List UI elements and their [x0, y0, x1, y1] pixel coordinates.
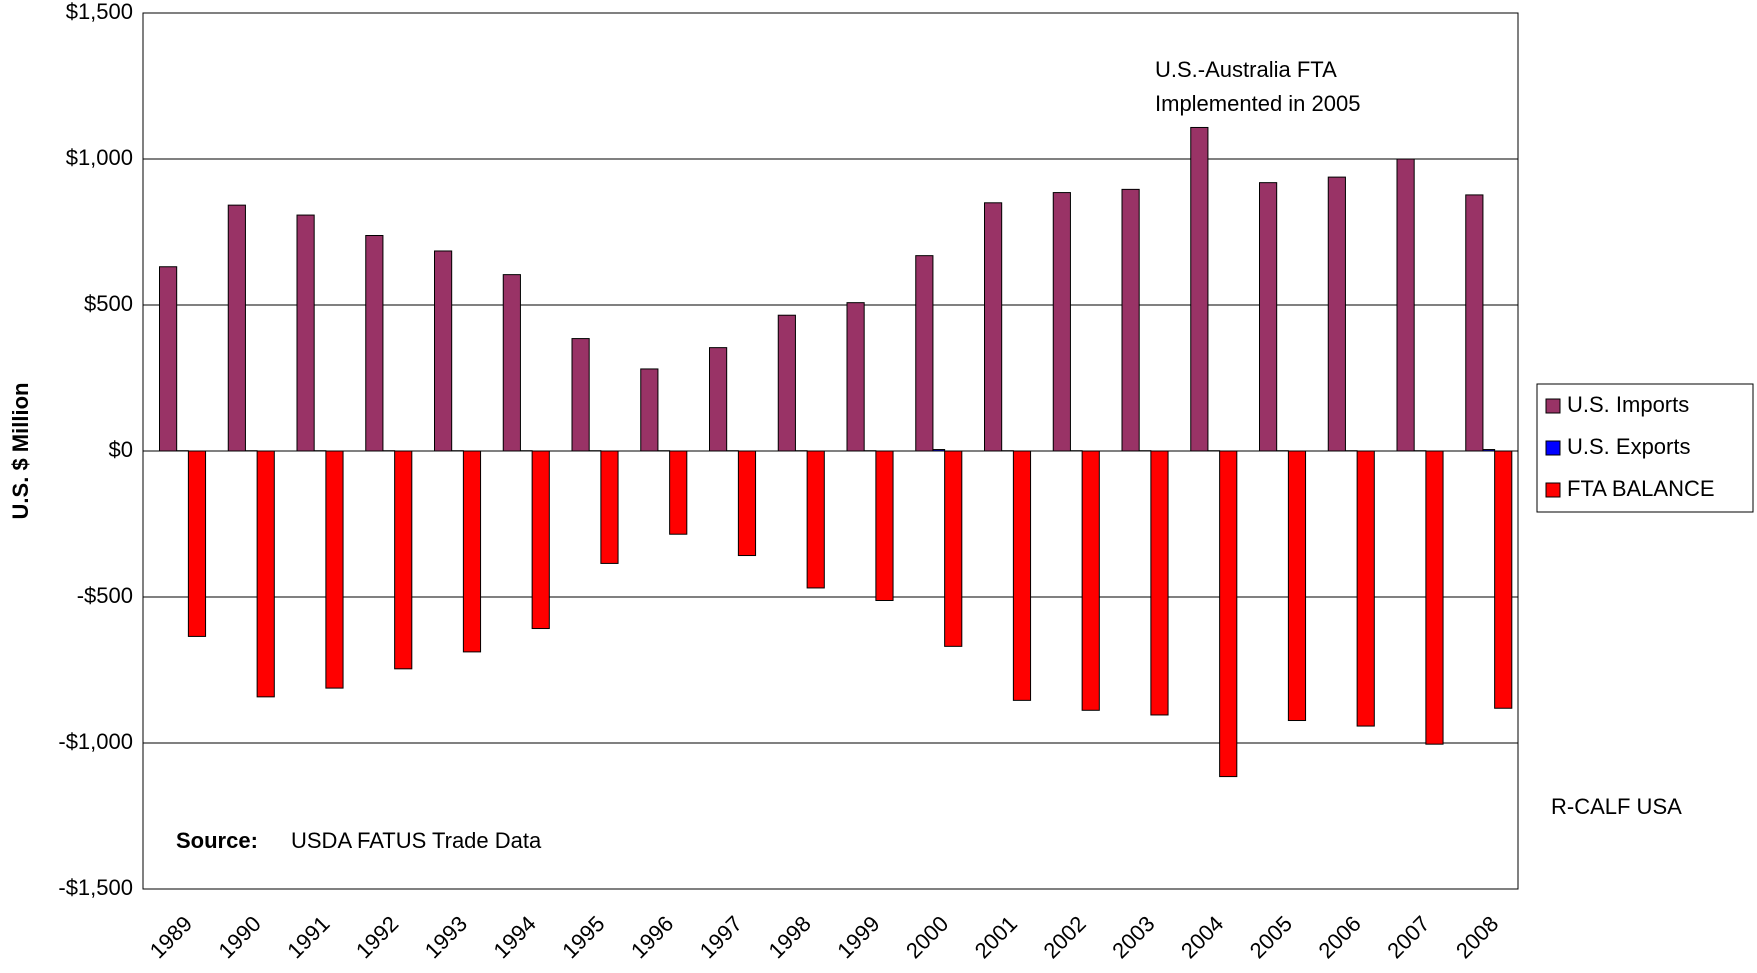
- x-tick-label: 1991: [282, 911, 334, 963]
- bar: [1219, 450, 1238, 778]
- legend-swatch: [1545, 482, 1561, 498]
- bar: [296, 214, 315, 452]
- bar: [1052, 192, 1071, 452]
- credit: R-CALF USA: [1551, 794, 1682, 819]
- bar: [1425, 450, 1444, 745]
- legend-label: U.S. Exports: [1567, 434, 1690, 459]
- legend-swatch: [1545, 398, 1561, 414]
- x-tick-label: 1990: [213, 911, 265, 963]
- bar: [1012, 450, 1032, 701]
- bar: [571, 338, 590, 452]
- bar: [1327, 176, 1346, 452]
- bar: [915, 255, 934, 452]
- bar: [932, 449, 946, 452]
- x-tick-label: 2004: [1176, 911, 1228, 963]
- x-tick-label: 1992: [351, 911, 403, 963]
- x-tick-label: 2001: [970, 911, 1022, 963]
- y-tick-label: -$1,000: [58, 729, 133, 754]
- x-tick-label: 2005: [1245, 911, 1297, 963]
- legend-box: [1536, 383, 1754, 513]
- bar: [1150, 450, 1169, 716]
- source: USDA FATUS Trade Data: [291, 828, 542, 853]
- x-tick-label: 2000: [901, 911, 953, 963]
- bar: [709, 347, 728, 452]
- x-tick-label: 1999: [832, 911, 884, 963]
- bar: [434, 250, 453, 452]
- bar: [502, 274, 521, 452]
- x-tick-label: 2003: [1107, 911, 1159, 963]
- x-tick-label: 2008: [1451, 911, 1503, 963]
- x-tick-label: 2006: [1313, 911, 1365, 963]
- source-label: Source:: [176, 828, 258, 853]
- y-tick-label: $0: [109, 437, 133, 462]
- x-tick-label: 1995: [557, 911, 609, 963]
- bar: [1121, 188, 1140, 452]
- x-tick-label: 1994: [488, 911, 540, 963]
- x-tick-label: 1998: [763, 911, 815, 963]
- bar: [187, 450, 207, 637]
- bar: [325, 450, 344, 689]
- bar: [600, 450, 619, 564]
- bar: [1190, 126, 1209, 452]
- plot-frame: [142, 12, 1519, 890]
- bar: [846, 302, 865, 452]
- bar: [1287, 450, 1307, 722]
- bar: [737, 450, 757, 557]
- annotation: Implemented in 2005: [1155, 91, 1360, 116]
- bar: [1482, 449, 1496, 452]
- bar: [669, 450, 688, 535]
- bar: [1465, 194, 1484, 452]
- y-axis-title: U.S. $ Million: [8, 383, 33, 520]
- y-tick-label: $500: [84, 291, 133, 316]
- bar: [777, 314, 796, 452]
- bar: [1081, 450, 1100, 711]
- y-tick-label: $1,000: [66, 145, 133, 170]
- bar: [984, 202, 1003, 452]
- bar: [365, 235, 384, 452]
- x-tick-label: 1993: [420, 911, 472, 963]
- y-tick-label: -$1,500: [58, 875, 133, 900]
- bar: [875, 450, 894, 602]
- bar: [1356, 450, 1375, 727]
- x-tick-label: 1997: [695, 911, 747, 963]
- x-tick-label: 1996: [626, 911, 678, 963]
- legend-label: FTA BALANCE: [1567, 476, 1715, 501]
- bar: [640, 368, 659, 452]
- x-tick-label: 2002: [1038, 911, 1090, 963]
- bar: [806, 450, 825, 589]
- bar: [462, 450, 482, 653]
- bar: [227, 204, 246, 452]
- x-tick-label: 1989: [145, 911, 197, 963]
- legend-label: U.S. Imports: [1567, 392, 1689, 417]
- annotation: U.S.-Australia FTA: [1155, 57, 1337, 82]
- y-tick-label: -$500: [77, 583, 133, 608]
- bar: [531, 450, 550, 630]
- bar: [256, 450, 275, 698]
- y-tick-label: $1,500: [66, 0, 133, 24]
- bar: [1396, 158, 1415, 452]
- bar: [394, 450, 413, 670]
- bar: [159, 266, 178, 452]
- x-tick-label: 2007: [1382, 911, 1434, 963]
- bar: [944, 450, 963, 647]
- legend-swatch: [1545, 440, 1561, 456]
- bar: [1494, 450, 1513, 709]
- bar: [1259, 182, 1278, 452]
